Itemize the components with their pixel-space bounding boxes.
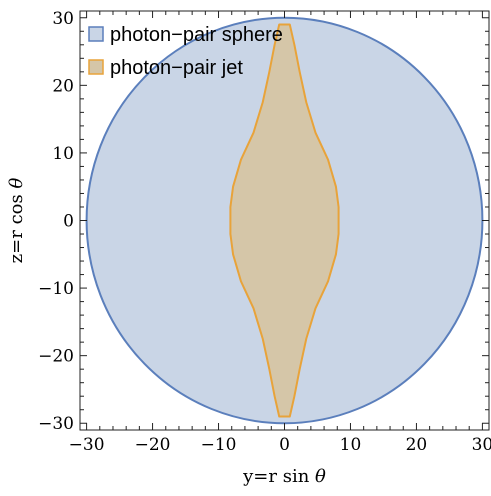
x-tick-label: 30 [472, 435, 491, 455]
x-axis-label-text: y=r sin [242, 466, 315, 487]
y-tick-label: 30 [52, 9, 74, 29]
y-axis-label-text: z=r cos [6, 189, 27, 264]
x-tick-label: −10 [201, 435, 237, 455]
jet-region [229, 23, 340, 418]
axis-ticks [80, 11, 489, 430]
y-tick-label: −30 [38, 414, 74, 434]
y-tick-label: −10 [38, 279, 74, 299]
x-tick-label: 0 [279, 435, 290, 455]
legend-label-jet: photon−pair jet [110, 57, 243, 79]
y-tick-label: 10 [52, 144, 74, 164]
legend: photon−pair sphere photon−pair jet [88, 24, 283, 79]
legend-swatch-sphere [88, 26, 104, 42]
y-tick-label: −20 [38, 347, 74, 367]
x-tick-label: 20 [406, 435, 428, 455]
legend-label-sphere: photon−pair sphere [110, 24, 283, 46]
legend-swatch-jet [88, 59, 104, 75]
x-tick-label: 10 [340, 435, 362, 455]
x-axis-label: y=r sin θ [242, 466, 326, 487]
y-tick-label: 0 [63, 212, 74, 232]
x-tick-label: −20 [135, 435, 171, 455]
x-axis-label-symbol: θ [315, 466, 326, 487]
y-axis-label-symbol: θ [6, 178, 27, 189]
y-tick-label: 20 [52, 76, 74, 96]
axis-tick-labels: −30 −20 −10 0 10 20 30 −30 −20 −10 0 10 20 30 [38, 9, 491, 455]
y-axis-label: z=r cos θ [6, 178, 27, 264]
x-tick-label: −30 [69, 435, 105, 455]
